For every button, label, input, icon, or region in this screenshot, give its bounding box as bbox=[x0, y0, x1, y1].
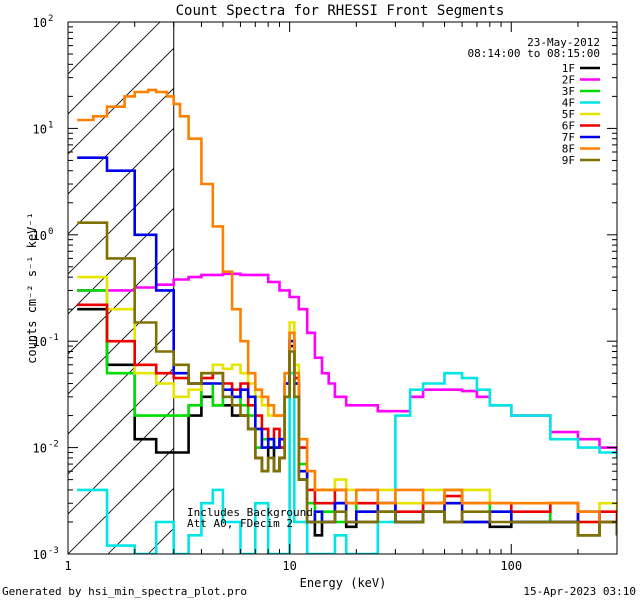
x-tick-label: 100 bbox=[500, 559, 522, 573]
annotation-attenuator: Att A0, FDecim 2 bbox=[187, 517, 293, 530]
y-tick-label: 10 bbox=[33, 16, 47, 30]
chart-title: Count Spectra for RHESSI Front Segments bbox=[176, 3, 505, 19]
hatch-stroke bbox=[68, 447, 174, 554]
hatch-stroke bbox=[268, 0, 640, 554]
y-tick-label: 10 bbox=[33, 335, 47, 349]
hatch-stroke bbox=[68, 247, 174, 355]
series-line-4F bbox=[77, 371, 617, 554]
y-tick-label: 10 bbox=[33, 548, 47, 562]
legend-label-8F: 8F bbox=[562, 143, 575, 156]
plot-frame bbox=[67, 21, 618, 555]
y-tick-label: 10 bbox=[33, 122, 47, 136]
legend-label-2F: 2F bbox=[562, 74, 575, 87]
y-axis-label: counts cm⁻² s⁻¹ keV⁻¹ bbox=[25, 212, 39, 364]
hatch-stroke bbox=[68, 407, 174, 515]
legend-label-3F: 3F bbox=[562, 85, 575, 98]
hatch-stroke bbox=[68, 367, 174, 475]
hatch-stroke bbox=[628, 0, 640, 554]
legend-label-9F: 9F bbox=[562, 154, 575, 167]
legend-label-6F: 6F bbox=[562, 120, 575, 133]
hatch-stroke bbox=[348, 0, 640, 554]
hatch-stroke bbox=[308, 0, 640, 554]
hatch-stroke bbox=[68, 207, 174, 315]
series-line-8F bbox=[77, 88, 617, 524]
hatch-stroke bbox=[68, 327, 174, 435]
y-tick-exponent: -1 bbox=[48, 333, 59, 343]
time-range-label: 08:14:00 to 08:15:00 bbox=[468, 47, 600, 60]
x-axis-label: Energy (keV) bbox=[300, 576, 387, 590]
y-tick-exponent: 0 bbox=[48, 227, 53, 237]
y-tick-label: 10 bbox=[33, 442, 47, 456]
date-label: 23-May-2012 bbox=[527, 36, 600, 49]
hatch-stroke bbox=[388, 0, 640, 554]
series-line-9F bbox=[77, 221, 617, 537]
hatch-stroke bbox=[68, 47, 174, 155]
x-tick-label: 1 bbox=[64, 559, 71, 573]
y-tick-exponent: 2 bbox=[48, 14, 53, 24]
generated-by-label: Generated by hsi_min_spectra_plot.pro bbox=[2, 585, 247, 598]
x-tick-label: 10 bbox=[282, 559, 296, 573]
footer-timestamp: 15-Apr-2023 03:10 bbox=[523, 585, 636, 598]
hatched-region bbox=[68, 0, 640, 554]
hatch-stroke bbox=[428, 0, 640, 554]
hatch-stroke bbox=[68, 22, 121, 75]
annotation-background: Includes Background bbox=[187, 506, 313, 519]
y-tick-label: 10 bbox=[33, 229, 47, 243]
y-tick-exponent: -3 bbox=[48, 546, 59, 556]
legend-label-5F: 5F bbox=[562, 108, 575, 121]
legend-label-4F: 4F bbox=[562, 97, 575, 110]
y-tick-exponent: -2 bbox=[48, 440, 59, 450]
legend-label-7F: 7F bbox=[562, 131, 575, 144]
series-line-2F bbox=[77, 272, 617, 453]
hatch-stroke bbox=[68, 22, 161, 115]
legend-label-1F: 1F bbox=[562, 62, 575, 75]
y-tick-exponent: 1 bbox=[48, 120, 53, 130]
